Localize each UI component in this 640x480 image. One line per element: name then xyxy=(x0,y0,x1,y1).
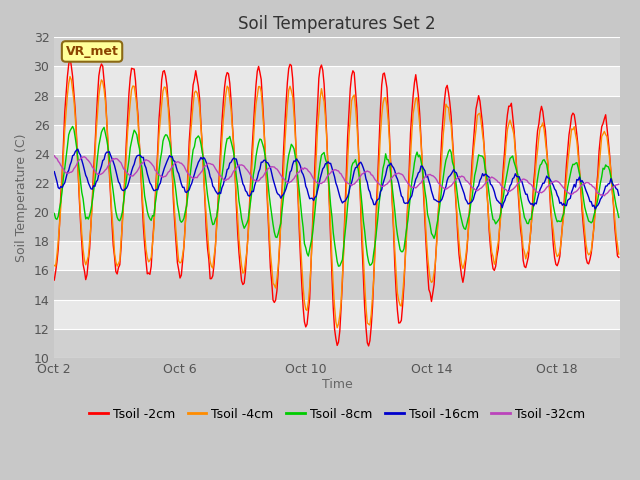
Tsoil -8cm xyxy=(335,264,342,269)
Bar xyxy=(54,212,620,241)
Tsoil -2cm xyxy=(51,277,58,283)
Tsoil -32cm xyxy=(485,176,493,181)
Legend: Tsoil -2cm, Tsoil -4cm, Tsoil -8cm, Tsoil -16cm, Tsoil -32cm: Tsoil -2cm, Tsoil -4cm, Tsoil -8cm, Tsoi… xyxy=(84,403,590,425)
Tsoil -8cm xyxy=(68,123,76,129)
Line: Tsoil -32cm: Tsoil -32cm xyxy=(54,156,619,196)
Tsoil -2cm xyxy=(66,55,74,60)
Tsoil -2cm xyxy=(445,90,452,96)
Tsoil -32cm xyxy=(93,171,101,177)
Title: Soil Temperatures Set 2: Soil Temperatures Set 2 xyxy=(238,15,436,33)
Tsoil -8cm xyxy=(445,149,452,155)
Tsoil -2cm xyxy=(500,162,508,168)
Tsoil -16cm xyxy=(591,206,599,212)
Tsoil -8cm xyxy=(615,215,623,220)
Tsoil -4cm xyxy=(445,105,452,110)
Tsoil -2cm xyxy=(570,112,578,118)
Tsoil -16cm xyxy=(615,192,623,198)
Tsoil -32cm xyxy=(51,153,58,158)
Tsoil -4cm xyxy=(570,124,578,130)
Tsoil -4cm xyxy=(66,73,74,79)
Tsoil -8cm xyxy=(488,209,495,215)
Tsoil -8cm xyxy=(570,162,578,168)
Text: VR_met: VR_met xyxy=(66,45,118,58)
Tsoil -2cm xyxy=(488,257,495,263)
Tsoil -16cm xyxy=(51,169,58,175)
Tsoil -4cm xyxy=(51,263,58,268)
Tsoil -2cm xyxy=(365,343,372,349)
Bar xyxy=(54,183,620,212)
Bar xyxy=(54,125,620,154)
Tsoil -32cm xyxy=(600,193,608,199)
Bar xyxy=(54,154,620,183)
Tsoil -4cm xyxy=(500,173,508,179)
Tsoil -16cm xyxy=(379,180,387,186)
Tsoil -4cm xyxy=(381,95,388,101)
Tsoil -32cm xyxy=(615,181,623,187)
Bar xyxy=(54,329,620,358)
Tsoil -2cm xyxy=(615,254,623,260)
Tsoil -16cm xyxy=(486,181,494,187)
Tsoil -16cm xyxy=(569,186,577,192)
Line: Tsoil -4cm: Tsoil -4cm xyxy=(54,76,619,328)
Line: Tsoil -16cm: Tsoil -16cm xyxy=(54,149,619,209)
Bar xyxy=(54,37,620,66)
Tsoil -4cm xyxy=(615,251,623,257)
X-axis label: Time: Time xyxy=(322,378,353,391)
Line: Tsoil -8cm: Tsoil -8cm xyxy=(54,126,619,266)
Tsoil -16cm xyxy=(444,178,451,183)
Tsoil -16cm xyxy=(74,146,82,152)
Tsoil -2cm xyxy=(95,73,102,79)
Bar xyxy=(54,96,620,125)
Tsoil -8cm xyxy=(381,160,388,166)
Tsoil -16cm xyxy=(499,205,506,211)
Tsoil -4cm xyxy=(333,325,341,331)
Bar xyxy=(54,300,620,329)
Tsoil -8cm xyxy=(51,211,58,216)
Tsoil -32cm xyxy=(568,192,575,197)
Tsoil -8cm xyxy=(95,143,102,149)
Tsoil -32cm xyxy=(442,186,450,192)
Tsoil -2cm xyxy=(381,70,388,76)
Tsoil -32cm xyxy=(378,184,385,190)
Tsoil -8cm xyxy=(500,193,508,199)
Tsoil -32cm xyxy=(497,182,505,188)
Bar xyxy=(54,270,620,300)
Bar xyxy=(54,241,620,270)
Tsoil -4cm xyxy=(95,93,102,98)
Line: Tsoil -2cm: Tsoil -2cm xyxy=(54,58,619,346)
Tsoil -4cm xyxy=(488,249,495,255)
Tsoil -16cm xyxy=(95,171,102,177)
Y-axis label: Soil Temperature (C): Soil Temperature (C) xyxy=(15,133,28,262)
Bar xyxy=(54,66,620,96)
